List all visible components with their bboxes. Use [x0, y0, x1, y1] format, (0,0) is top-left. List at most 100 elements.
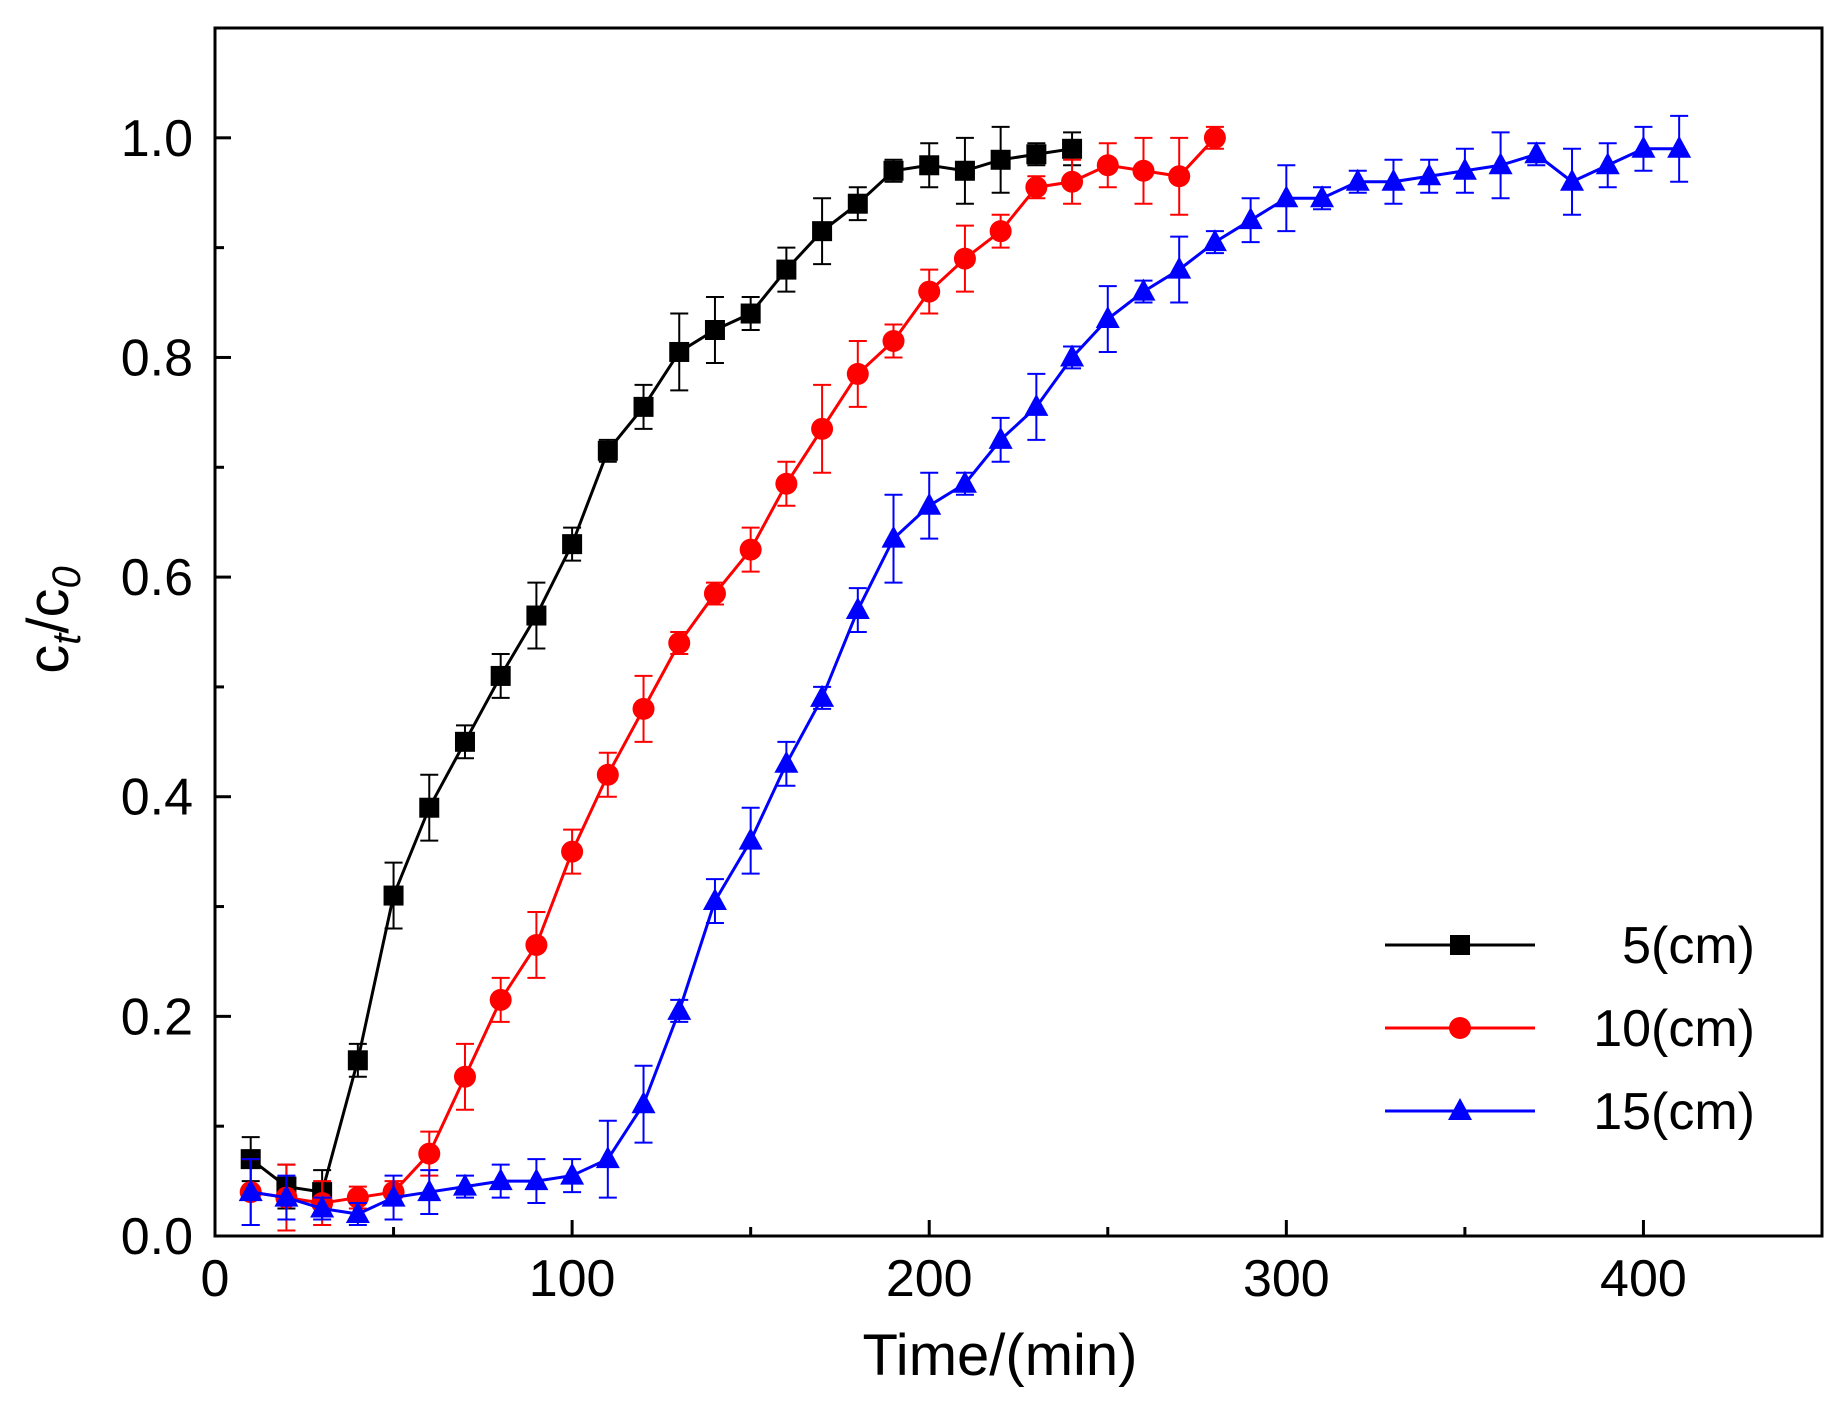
data-point [526, 605, 547, 626]
data-point [738, 827, 763, 850]
data-point [703, 582, 726, 605]
data-point [1310, 185, 1335, 208]
x-tick-label: 0 [201, 1250, 230, 1308]
data-point [1061, 170, 1084, 193]
data-point [667, 997, 692, 1020]
data-point [990, 149, 1011, 170]
y-tick-label: 1.0 [121, 110, 193, 168]
legend-marker [1448, 1098, 1472, 1120]
data-point [1560, 168, 1585, 191]
series-0 [240, 125, 1083, 1216]
data-point [524, 1168, 549, 1191]
legend-marker [1449, 1017, 1471, 1039]
x-axis-title: Time/(min) [863, 1323, 1138, 1388]
y-tick-label: 0.8 [121, 329, 193, 387]
data-point [562, 534, 583, 555]
legend-item: 15(cm) [1385, 1083, 1755, 1141]
series-1 [239, 125, 1226, 1232]
data-point [595, 1146, 620, 1169]
legend-marker [1450, 935, 1470, 955]
data-point [812, 221, 833, 242]
data-point [775, 472, 798, 495]
series-layer [238, 114, 1692, 1232]
y-axis-title-c0: c [16, 589, 81, 618]
legend-label: 5(cm) [1622, 917, 1755, 975]
data-point [383, 885, 404, 906]
y-axis-title-slash: / [16, 617, 81, 634]
y-tick-label: 0.0 [121, 1208, 193, 1266]
legend-label: 15(cm) [1593, 1083, 1755, 1141]
data-point [1025, 176, 1048, 199]
data-point [347, 1050, 368, 1071]
data-point [381, 1184, 406, 1207]
data-point [454, 731, 475, 752]
data-point [488, 1168, 513, 1191]
data-point [561, 840, 584, 863]
y-tick-label: 0.2 [121, 988, 193, 1046]
y-tick-label: 0.6 [121, 549, 193, 607]
data-point [1026, 144, 1047, 165]
data-point [952, 470, 977, 493]
data-point [846, 362, 869, 385]
y-tick-label: 0.4 [121, 769, 193, 827]
data-point [1417, 163, 1442, 186]
data-point [739, 538, 762, 561]
data-point [1631, 135, 1656, 158]
data-point [596, 763, 619, 786]
data-point [989, 220, 1012, 243]
y-axis-title-t: t [45, 632, 89, 645]
data-point [238, 1179, 263, 1202]
data-point [632, 697, 655, 720]
data-point [452, 1173, 477, 1196]
data-point [847, 193, 868, 214]
data-point [419, 797, 440, 818]
data-point [1274, 185, 1299, 208]
data-point [1667, 135, 1692, 158]
data-point [1096, 154, 1119, 177]
legend: 5(cm) 10(cm) 15(cm) [1385, 917, 1755, 1141]
svg-text:ct/c0: ct/c0 [16, 566, 89, 674]
data-point [1238, 207, 1263, 230]
ticks-layer: 0 100 200 300 400 0.0 0.2 0.4 0.6 0.8 1.0 [121, 110, 1824, 1308]
data-point [740, 303, 761, 324]
data-point [954, 160, 975, 181]
data-point [774, 750, 799, 773]
data-point [489, 988, 512, 1011]
legend-item: 10(cm) [1385, 1000, 1755, 1058]
data-point [811, 417, 834, 440]
data-point [845, 597, 870, 620]
data-point [1345, 168, 1370, 191]
data-point [1168, 165, 1191, 188]
series-2 [238, 114, 1692, 1227]
series-line [250, 136, 1217, 1205]
data-point [917, 492, 942, 515]
data-point [310, 1195, 335, 1218]
data-point [597, 440, 618, 461]
data-point [953, 247, 976, 270]
data-point [631, 1091, 656, 1114]
data-point [882, 329, 905, 352]
data-point [810, 684, 835, 707]
data-point [1595, 152, 1620, 175]
axes-layer [213, 26, 1824, 1238]
data-point [418, 1142, 441, 1165]
data-point [633, 396, 654, 417]
data-point [490, 665, 511, 686]
data-point [702, 888, 727, 911]
series-line [249, 147, 1073, 1194]
y-axis-title-zero: 0 [45, 566, 89, 588]
legend-label: 10(cm) [1593, 1000, 1755, 1058]
data-point [1131, 278, 1156, 301]
x-tick-label: 400 [1600, 1250, 1687, 1308]
data-point [1488, 152, 1513, 175]
data-point [1024, 393, 1049, 416]
x-tick-label: 100 [529, 1250, 616, 1308]
data-point [776, 259, 797, 280]
y-axis-title-c: c [16, 645, 81, 674]
x-tick-label: 200 [886, 1250, 973, 1308]
data-point [560, 1162, 585, 1185]
data-point [988, 426, 1013, 449]
data-point [525, 933, 548, 956]
